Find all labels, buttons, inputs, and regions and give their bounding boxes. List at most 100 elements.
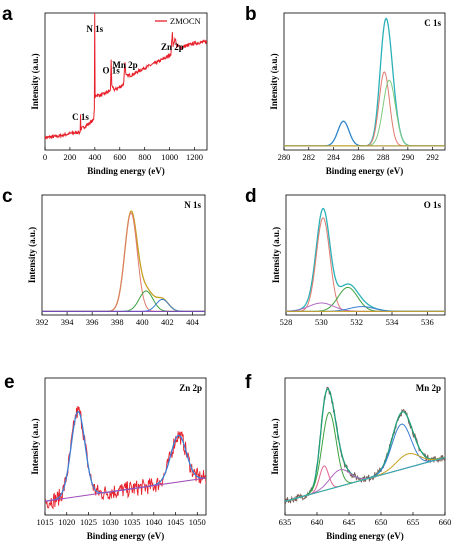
element-label: Zn 2p [179,383,202,393]
element-label: N 1s [184,200,201,210]
x-tick-label: 1020 [58,517,75,527]
y-axis-label: Intensity (a.u.) [27,227,37,283]
series-group [45,13,207,140]
peak-annotation: O 1s [103,65,121,75]
series-line-0 [285,386,445,504]
x-tick-label: 1040 [145,517,162,527]
panel-d: d 528 530 532 534 536 Intensity (a.u.) O 1s [245,186,446,327]
x-tick-label: 645 [343,517,356,527]
x-tick-label: 1045 [167,517,184,527]
plot-frame [285,194,446,316]
panel-letter: c [2,186,13,207]
x-tick-label: 1035 [124,517,141,527]
panel-letter: e [4,372,15,393]
series-line-2 [45,477,206,502]
x-axis-label: Binding energy (eV) [87,166,165,176]
panel-c: c 392 394 396 398 400 402 404 Intensity (a.u.) N … [2,186,206,327]
element-label: O 1s [424,200,442,210]
peak-annotation: Mn 2p [112,60,137,70]
series-line-2 [42,290,205,312]
x-tick-label: 402 [161,317,174,327]
x-tick-label: 1000 [161,152,178,162]
plot-frame [284,377,446,516]
series-group [284,17,445,147]
panel-b: b 280 282 284 286 288 290 292 Binding energy (eV… [245,4,446,176]
x-tick-label: 280 [278,152,291,162]
x-tick-label: 536 [421,317,434,327]
y-axis-label: Intensity (a.u.) [269,53,279,109]
series-line-3 [42,298,205,312]
x-tick-label: 600 [113,152,126,162]
x-tick-label: 398 [111,317,124,327]
x-tick-label: 660 [439,517,452,527]
x-tick-label: 284 [327,152,341,162]
peak-annotation: N 1s [86,24,103,34]
plot-frame [44,377,207,516]
series-line-1 [284,71,445,147]
x-tick-label: 532 [350,317,363,327]
x-tick-label: 650 [375,517,388,527]
series-line-7 [285,456,445,502]
x-tick-label: 400 [136,317,149,327]
series-group [285,386,445,504]
x-tick-label: 290 [401,152,414,162]
series-line-0 [284,17,445,147]
y-axis-label: Intensity (a.u.) [271,227,281,283]
x-tick-label: 1200 [186,152,203,162]
x-tick-label: 396 [86,317,99,327]
plot-frame [283,12,446,151]
x-axis-label: Binding energy (eV) [326,166,404,176]
x-axis-label: Binding energy (eV) [326,531,404,541]
x-tick-label: 640 [311,517,324,527]
x-tick-label: 286 [352,152,365,162]
series-group [42,210,205,313]
element-label: C 1s [424,18,441,28]
y-axis-label: Intensity (a.u.) [30,418,40,474]
x-tick-label: 528 [280,317,293,327]
x-tick-label: 1015 [37,517,54,527]
series-line-3 [284,120,445,147]
x-tick-label: 392 [36,317,49,327]
y-axis-label: Intensity (a.u.) [30,53,40,109]
x-tick-label: 282 [302,152,315,162]
panel-letter: b [245,4,257,25]
series-line-1 [42,212,205,312]
plot-frame [41,194,206,316]
x-tick-label: 655 [407,517,420,527]
x-axis-label: Binding energy (eV) [87,531,165,541]
x-tick-label: 394 [61,317,75,327]
panel-f: f 635 640 645 650 655 660 Binding energy (eV) In… [245,372,451,541]
series-line-0 [45,13,207,140]
series-line-5 [285,423,445,502]
x-tick-label: 292 [426,152,439,162]
panel-a: a 0 200 400 600 800 1000 1200 Binding energy (eV… [2,4,208,176]
y-axis-label: Intensity (a.u.) [270,418,280,474]
legend-label: ZMOCN [170,16,201,26]
panel-e: e 1015 1020 1025 1030 1035 1040 1045 1050 Binding… [4,372,207,541]
series-line-2 [284,79,445,147]
series-line-1 [286,217,445,312]
x-tick-label: 1030 [102,517,119,527]
peak-annotation: C 1s [72,112,89,122]
peak-annotation: Zn 2p [161,42,184,52]
element-label: Mn 2p [416,383,441,393]
series-group [45,405,206,510]
x-tick-label: 400 [88,152,101,162]
x-tick-label: 200 [64,152,77,162]
series-line-1 [285,388,445,502]
x-tick-label: 404 [186,317,200,327]
x-tick-label: 635 [279,517,292,527]
x-tick-label: 0 [43,152,47,162]
x-tick-label: 800 [138,152,151,162]
x-tick-label: 534 [386,317,400,327]
series-group [286,207,445,313]
x-tick-label: 530 [315,317,328,327]
panel-letter: d [245,186,257,207]
x-tick-label: 288 [377,152,390,162]
x-tick-label: 1050 [189,517,206,527]
panel-letter: f [245,372,252,393]
x-tick-label: 1025 [80,517,97,527]
plot-frame [44,12,208,151]
panel-letter: a [2,4,13,25]
